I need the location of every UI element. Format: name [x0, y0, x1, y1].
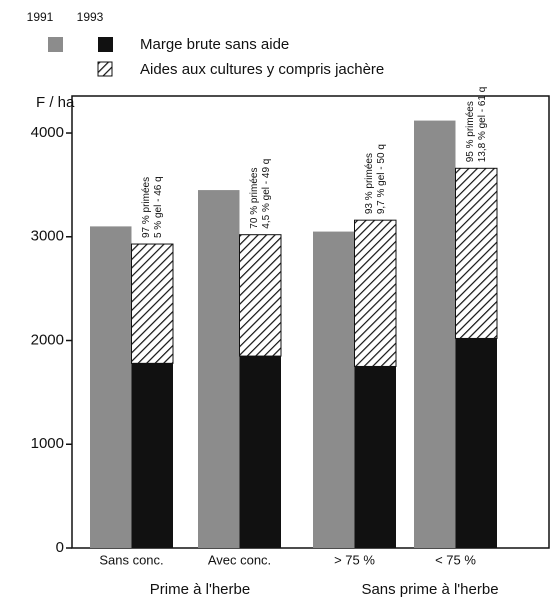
bar — [239, 356, 281, 548]
annotation: 97 % primées — [141, 177, 152, 238]
bar-segment — [455, 167, 498, 339]
bar-segment — [354, 219, 397, 367]
bar-segment — [131, 243, 174, 364]
y-tick-label: 0 — [56, 539, 64, 556]
annotation: 13,8 % gel - 61 q — [477, 87, 488, 163]
annotation: 5 % gel - 46 q — [153, 176, 164, 238]
legend-label: Aides aux cultures y compris jachère — [140, 61, 384, 78]
x-tick-label: Avec conc. — [208, 552, 271, 567]
y-tick-label: 2000 — [31, 331, 64, 348]
annotation: 9,7 % gel - 50 q — [376, 144, 387, 214]
x-tick-label: Sans conc. — [99, 552, 163, 567]
legend-swatch — [48, 37, 63, 52]
bar — [198, 190, 240, 548]
legend-label: Marge brute sans aide — [140, 36, 289, 53]
y-tick-label: 3000 — [31, 228, 64, 245]
group-label: Prime à l'herbe — [150, 581, 250, 598]
x-tick-label: < 75 % — [435, 552, 476, 567]
legend-swatch — [98, 37, 113, 52]
annotation: 70 % primées — [249, 168, 260, 229]
bar — [90, 226, 132, 549]
annotation: 95 % primées — [465, 101, 476, 162]
group-label: Sans prime à l'herbe — [361, 581, 498, 598]
x-tick-label: > 75 % — [334, 552, 375, 567]
annotation: 93 % primées — [364, 153, 375, 214]
bar — [354, 366, 396, 548]
annotation: 4,5 % gel - 49 q — [261, 159, 272, 229]
bar — [455, 338, 497, 548]
y-tick-label: 1000 — [31, 435, 64, 452]
y-tick-label: 4000 — [31, 124, 64, 141]
legend-swatch — [97, 61, 113, 77]
bar — [414, 120, 456, 549]
bar-segment — [239, 234, 282, 357]
y-axis-label: F / ha — [36, 94, 75, 111]
bar — [131, 363, 173, 548]
plot-frame — [71, 95, 550, 549]
legend-year: 1991 — [27, 10, 54, 24]
bar — [313, 231, 355, 548]
legend-year: 1993 — [77, 10, 104, 24]
